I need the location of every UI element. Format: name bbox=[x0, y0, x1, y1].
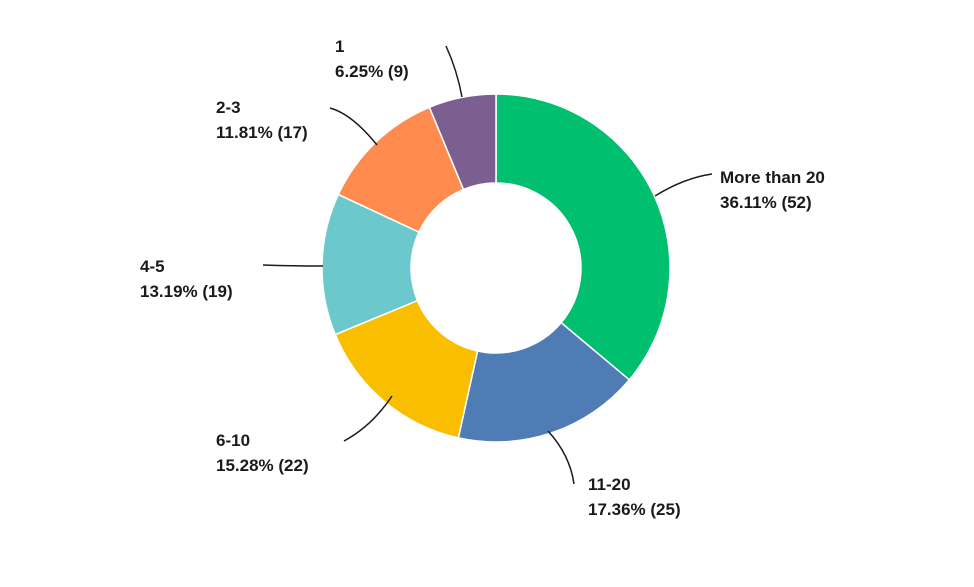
slice-11-20 bbox=[457, 321, 631, 443]
slice-value-label: 17.36% (25) bbox=[588, 500, 681, 519]
slice-labels: More than 20 36.11% (52) 11-20 17.36% (25) 6… bbox=[140, 37, 825, 519]
leader-line bbox=[329, 107, 378, 146]
leader-line bbox=[547, 430, 575, 485]
slice-label: 1 bbox=[335, 37, 344, 56]
slice-label: 11-20 bbox=[588, 475, 631, 494]
slice-6-10 bbox=[334, 299, 479, 439]
leader-lines bbox=[262, 45, 713, 485]
slice-value-label: 11.81% (17) bbox=[216, 123, 308, 142]
leader-line bbox=[262, 264, 324, 267]
leader-line bbox=[343, 395, 393, 442]
slice-label: 4-5 bbox=[140, 257, 165, 276]
leader-line bbox=[445, 45, 463, 98]
slice-label: More than 20 bbox=[720, 168, 825, 187]
slice-value-label: 6.25% (9) bbox=[335, 62, 409, 81]
slice-value-label: 36.11% (52) bbox=[720, 193, 812, 212]
slice-1 bbox=[428, 93, 497, 191]
slice-label: 2-3 bbox=[216, 98, 241, 117]
leader-line bbox=[654, 173, 713, 197]
slice-more-than-20 bbox=[495, 93, 671, 381]
slice-value-label: 15.28% (22) bbox=[216, 456, 309, 475]
donut-slices bbox=[321, 93, 671, 443]
slice-value-label: 13.19% (19) bbox=[140, 282, 233, 301]
slice-label: 6-10 bbox=[216, 431, 250, 450]
